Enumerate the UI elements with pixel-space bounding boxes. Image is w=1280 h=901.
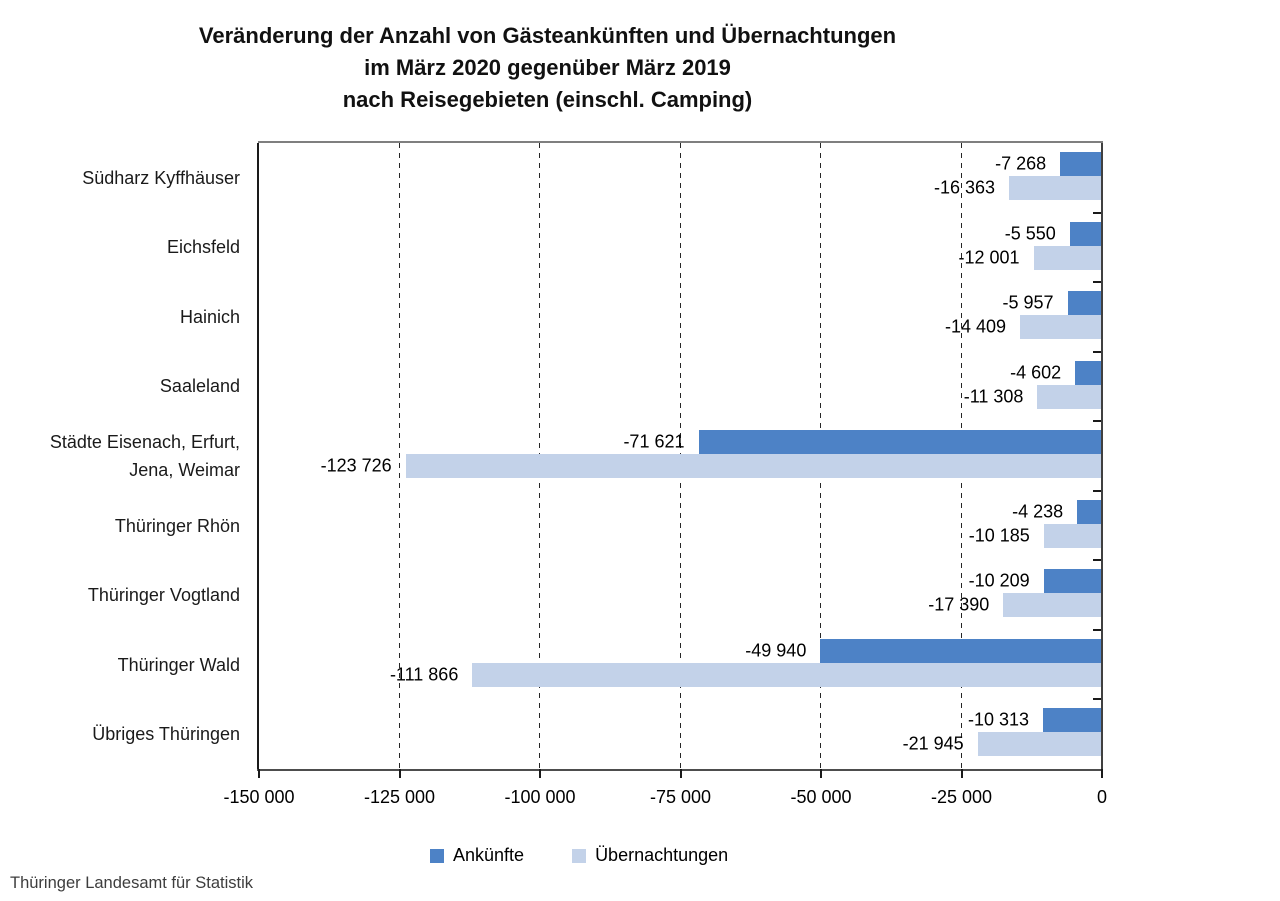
- value-label-uebernachtungen: -16 363: [933, 177, 996, 198]
- bar-ankuenfte: [698, 430, 1101, 455]
- value-label-ankuenfte: -71 621: [623, 431, 685, 452]
- bar-uebernachtungen: [1033, 245, 1101, 270]
- value-label-uebernachtungen: -10 185: [968, 525, 1030, 546]
- bar-uebernachtungen: [405, 454, 1101, 479]
- bar-uebernachtungen: [1003, 593, 1101, 618]
- value-label-ankuenfte: -4 602: [1010, 362, 1062, 383]
- y-axis-tick: [1093, 698, 1101, 701]
- bar-ankuenfte: [1075, 360, 1101, 385]
- bar-uebernachtungen: [1020, 315, 1101, 340]
- category-label: Thüringer Wald: [117, 654, 240, 675]
- bar-ankuenfte: [1043, 569, 1101, 594]
- value-label-ankuenfte: -5 957: [1002, 292, 1054, 313]
- legend-item-ankuenfte: Ankünfte: [430, 845, 524, 866]
- y-axis-tick: [1093, 559, 1101, 562]
- category-label: Eichsfeld: [166, 237, 240, 258]
- legend-swatch-uebernachtungen: [572, 848, 587, 863]
- chart-title-line1: Veränderung der Anzahl von Gästeankünfte…: [198, 23, 897, 48]
- legend-label-ankuenfte: Ankünfte: [453, 845, 525, 865]
- value-label-uebernachtungen: -11 308: [963, 386, 1024, 407]
- plot-top-border: [258, 141, 1103, 143]
- value-label-ankuenfte: -5 550: [1004, 223, 1056, 244]
- x-axis-tick-label: 0: [1096, 787, 1108, 807]
- legend-swatch-ankuenfte: [430, 848, 444, 863]
- value-label-uebernachtungen: -17 390: [928, 594, 990, 615]
- y-axis-tick: [1093, 281, 1101, 284]
- x-axis-tick: [820, 769, 822, 778]
- y-axis-line: [1101, 143, 1103, 771]
- x-axis-tick: [539, 769, 541, 778]
- bar-uebernachtungen: [1043, 523, 1101, 548]
- category-label: Hainich: [179, 306, 240, 327]
- x-axis-tick: [679, 769, 682, 778]
- y-axis-tick: [1093, 420, 1101, 423]
- value-label-ankuenfte: -10 313: [967, 709, 1030, 730]
- x-axis-tick-label: -50 000: [790, 787, 852, 807]
- x-axis-tick: [1101, 769, 1103, 778]
- value-label-uebernachtungen: -123 726: [320, 455, 392, 476]
- value-label-uebernachtungen: -12 001: [958, 247, 1020, 268]
- bar-ankuenfte: [1069, 221, 1101, 246]
- x-axis-tick-label: -75 000: [649, 787, 712, 807]
- plot-area: -7 268 -5 550 -5 957 -4 602 -71 621 -4 238 -10…: [258, 143, 1101, 769]
- y-axis-tick: [1093, 350, 1101, 353]
- value-label-ankuenfte: -4 238: [1012, 501, 1064, 522]
- value-label-uebernachtungen: -21 945: [902, 733, 964, 754]
- x-axis-tick: [960, 769, 963, 778]
- y-axis-tick: [1093, 628, 1101, 631]
- y-axis-tick: [1093, 489, 1101, 492]
- category-label: Thüringer Rhön: [114, 515, 240, 536]
- y-axis-tick: [1093, 211, 1101, 214]
- x-axis-tick-label: -100 000: [504, 787, 576, 807]
- bar-uebernachtungen: [1009, 176, 1101, 200]
- bar-ankuenfte: [1077, 499, 1101, 524]
- x-axis-tick-label: -25 000: [930, 787, 993, 807]
- source-attribution: Thüringer Landesamt für Statistik: [10, 874, 254, 892]
- value-label-ankuenfte: -49 940: [745, 640, 807, 661]
- value-label-uebernachtungen: -14 409: [944, 316, 1007, 337]
- value-label-ankuenfte: -7 268: [995, 153, 1047, 174]
- value-label-ankuenfte: -10 209: [968, 570, 1030, 591]
- x-axis-tick: [258, 769, 260, 778]
- plot-left-border: [257, 143, 259, 769]
- bar-uebernachtungen: [472, 662, 1101, 687]
- chart-title-line2: im März 2020 gegenüber März 2019: [364, 55, 731, 80]
- category-label: Städte Eisenach, Erfurt, Jena, Weimar: [49, 432, 240, 480]
- x-axis-tick-label: -125 000: [363, 787, 436, 807]
- category-label: Saaleland: [159, 376, 240, 397]
- bar-ankuenfte: [820, 638, 1101, 663]
- legend: Ankünfte Übernachtungen: [430, 845, 728, 866]
- x-axis-tick: [398, 769, 401, 778]
- category-label: Thüringer Vogtland: [87, 585, 240, 606]
- value-label-uebernachtungen: -111 866: [389, 664, 459, 685]
- category-label: Übriges Thüringen: [92, 724, 240, 745]
- chart-title: Veränderung der Anzahl von Gästeankünfte…: [0, 20, 1095, 116]
- category-label: Südharz Kyffhäuser: [82, 167, 240, 188]
- bar-ankuenfte: [1060, 152, 1101, 176]
- x-axis-tick-label: -150 000: [223, 787, 295, 807]
- gridline: [398, 143, 400, 769]
- legend-label-uebernachtungen: Übernachtungen: [595, 845, 729, 865]
- bar-ankuenfte: [1067, 291, 1101, 316]
- legend-item-uebernachtungen: Übernachtungen: [572, 845, 728, 866]
- bar-ankuenfte: [1043, 708, 1101, 733]
- chart-title-line3: nach Reisegebieten (einschl. Camping): [342, 87, 753, 112]
- bar-uebernachtungen: [977, 732, 1101, 757]
- bar-uebernachtungen: [1037, 384, 1101, 409]
